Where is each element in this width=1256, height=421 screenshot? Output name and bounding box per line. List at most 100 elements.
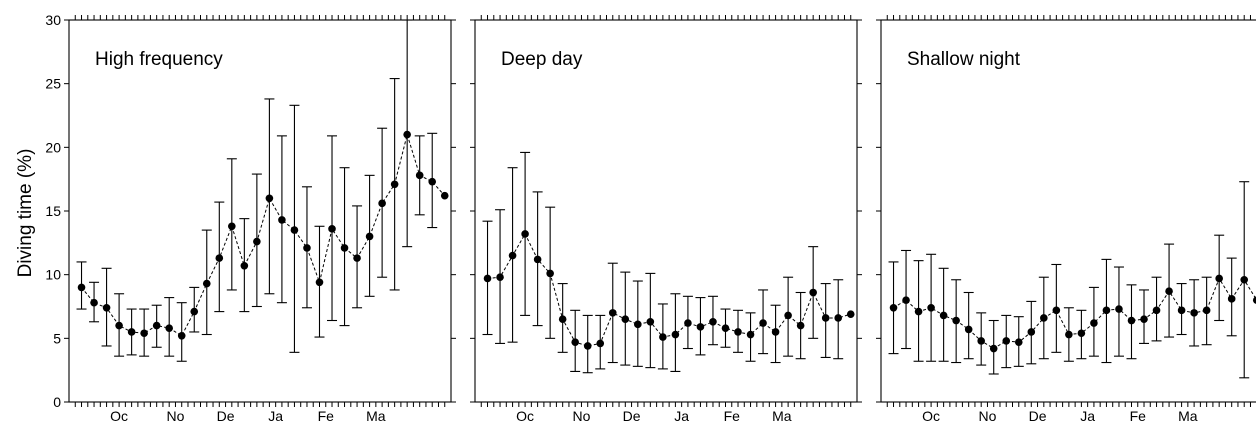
data-point <box>784 311 792 320</box>
data-point <box>964 325 973 334</box>
data-point <box>684 319 692 327</box>
x-tick-label: Oc <box>516 408 534 421</box>
panel-title: Shallow night <box>907 49 1021 70</box>
data-point <box>353 254 361 262</box>
data-point <box>952 316 960 325</box>
x-tick-label: Ja <box>268 408 283 421</box>
data-point <box>483 274 492 283</box>
data-point <box>1240 275 1249 284</box>
x-tick-label: Fe <box>318 408 335 421</box>
data-point <box>1140 315 1148 324</box>
data-point <box>1027 328 1036 336</box>
plot-frame <box>68 19 452 403</box>
data-point <box>927 303 935 312</box>
chart-panels: 0 5 10 15 20 25 30 Oc No De Ja Fe Ma High frequency Oc… <box>45 12 1256 421</box>
data-point <box>608 309 617 317</box>
data-point <box>190 307 199 316</box>
data-point <box>152 321 161 330</box>
y-tick-label: 20 <box>45 139 61 155</box>
data-point <box>378 199 386 208</box>
x-tick-label: No <box>573 408 591 421</box>
panel-title: High frequency <box>95 49 223 70</box>
data-point <box>1115 305 1123 313</box>
x-tick-label: De <box>623 408 641 421</box>
data-point <box>696 323 705 331</box>
data-point <box>583 342 592 350</box>
data-point <box>115 321 123 330</box>
data-point <box>1090 319 1098 327</box>
data-point <box>202 279 211 288</box>
data-point <box>1152 306 1161 315</box>
data-point <box>734 328 742 336</box>
data-point <box>415 171 424 180</box>
data-point <box>834 314 843 322</box>
data-point <box>846 310 855 318</box>
data-point <box>265 194 274 203</box>
data-point <box>240 261 249 270</box>
y-tick-label: 0 <box>53 394 61 410</box>
x-tick-label: Fe <box>724 408 741 421</box>
data-point <box>496 273 504 282</box>
data-point <box>278 216 286 224</box>
x-tick-label: Ja <box>1080 408 1095 421</box>
data-point <box>634 320 642 329</box>
data-point <box>77 283 86 292</box>
y-tick-label: 5 <box>53 330 61 346</box>
data-point <box>1177 306 1186 315</box>
data-point <box>558 315 567 324</box>
data-point <box>177 331 186 340</box>
data-point <box>821 314 830 322</box>
data-point <box>533 255 542 264</box>
data-point <box>646 317 655 326</box>
data-point <box>671 330 680 339</box>
data-point <box>1102 306 1111 315</box>
data-point <box>215 254 224 262</box>
data-point <box>440 191 449 200</box>
data-point <box>1127 316 1136 325</box>
data-point <box>989 344 998 353</box>
x-tick-label: De <box>217 408 235 421</box>
data-point <box>596 339 605 348</box>
series-line <box>81 132 446 337</box>
data-point <box>889 303 898 312</box>
data-point <box>1215 274 1223 283</box>
data-point <box>140 329 148 338</box>
data-point <box>1065 330 1073 339</box>
data-point <box>759 319 767 327</box>
x-tick-label: Fe <box>1130 408 1147 421</box>
x-tick-label: Ma <box>1178 408 1198 421</box>
panel-title: Deep day <box>501 49 583 70</box>
data-point <box>365 232 374 241</box>
data-point <box>508 251 517 260</box>
chart-panel-3: Oc No De Ja Fe Ma Shallow night <box>876 15 1256 421</box>
data-point <box>746 330 755 339</box>
data-point <box>1040 314 1048 322</box>
data-point <box>390 180 399 189</box>
x-tick-label: No <box>979 408 997 421</box>
data-point <box>228 222 236 231</box>
data-point <box>102 303 111 312</box>
x-tick-label: Ma <box>366 408 386 421</box>
data-point <box>659 333 667 341</box>
data-point <box>1252 296 1256 304</box>
x-tick-label: Ma <box>772 408 792 421</box>
x-tick-label: Oc <box>110 408 128 421</box>
data-point <box>771 328 780 336</box>
data-point <box>1002 337 1011 345</box>
data-point <box>521 230 529 238</box>
data-point <box>1052 306 1061 315</box>
data-point <box>939 311 948 320</box>
data-point <box>796 321 805 330</box>
plot-area <box>888 181 1256 379</box>
data-point <box>315 278 324 287</box>
data-point <box>290 226 299 234</box>
data-point <box>303 244 311 252</box>
chart-panel-1: 0 5 10 15 20 25 30 Oc No De Ja Fe Ma High frequency <box>45 12 456 421</box>
data-point <box>127 328 136 336</box>
x-tick-label: Oc <box>922 408 940 421</box>
y-tick-label: 15 <box>45 203 61 219</box>
series-line <box>893 277 1256 350</box>
data-point <box>809 288 817 297</box>
data-point <box>1077 329 1086 338</box>
